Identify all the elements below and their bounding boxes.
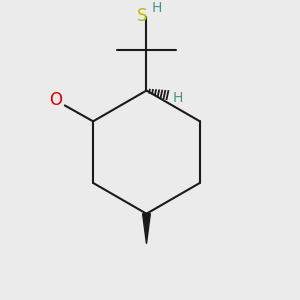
Text: O: O bbox=[50, 91, 63, 109]
Text: H: H bbox=[173, 91, 183, 105]
Text: S: S bbox=[137, 7, 148, 25]
Text: H: H bbox=[151, 1, 161, 15]
Polygon shape bbox=[142, 214, 150, 244]
